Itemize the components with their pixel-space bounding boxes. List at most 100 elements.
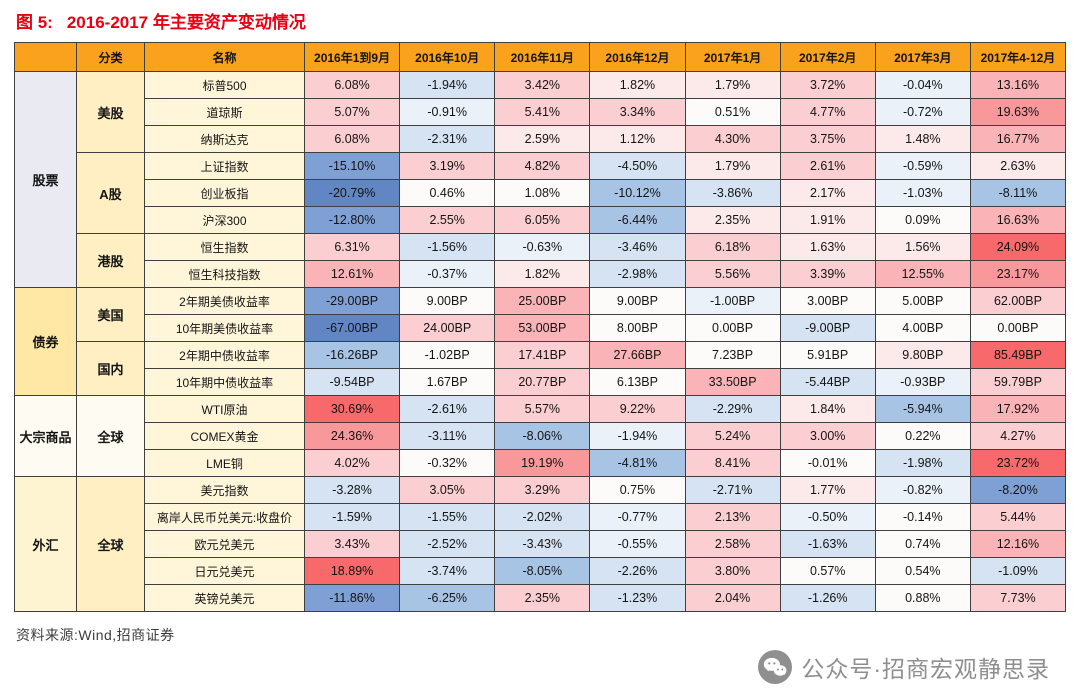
period-header: 2017年3月 — [874, 42, 971, 72]
value-cell: 4.27% — [969, 422, 1067, 450]
period-header: 2017年4-12月 — [969, 42, 1067, 72]
value-cell: -3.28% — [303, 476, 401, 504]
table-row: 10年期中债收益率 -9.54BP 1.67BP 20.77BP 6.13BP 33.50… — [15, 368, 1067, 396]
asset-name: 10年期中债收益率 — [144, 368, 305, 396]
table-row: 恒生科技指数 12.61% -0.37% 1.82% -2.98% 5.56% 3.39% 1… — [15, 260, 1067, 288]
group-label: 股票 — [14, 71, 77, 288]
value-cell: -3.43% — [494, 530, 591, 558]
value-cell: 23.17% — [969, 260, 1067, 288]
value-cell: -0.82% — [874, 476, 971, 504]
period-header: 2017年1月 — [684, 42, 781, 72]
value-cell: 7.73% — [969, 584, 1067, 612]
value-cell: 16.63% — [969, 206, 1067, 234]
value-cell: -1.55% — [399, 503, 496, 531]
asset-name: 恒生科技指数 — [144, 260, 305, 288]
value-cell: -8.11% — [969, 179, 1067, 207]
watermark-text: 公众号·招商宏观静思录 — [801, 656, 1050, 682]
value-cell: 1.56% — [874, 233, 971, 261]
value-cell: 8.00BP — [589, 314, 686, 342]
subgroup-label: A股 — [76, 152, 145, 234]
value-cell: -1.94% — [399, 71, 496, 99]
value-cell: 19.63% — [969, 98, 1067, 126]
value-cell: -2.52% — [399, 530, 496, 558]
asset-name: 美元指数 — [144, 476, 305, 504]
value-cell: 3.43% — [303, 530, 401, 558]
value-cell: 1.48% — [874, 125, 971, 153]
value-cell: -1.26% — [779, 584, 876, 612]
value-cell: 1.08% — [494, 179, 591, 207]
value-cell: -11.86% — [303, 584, 401, 612]
value-cell: -1.63% — [779, 530, 876, 558]
value-cell: 5.00BP — [874, 287, 971, 315]
value-cell: -3.74% — [399, 557, 496, 585]
value-cell: 33.50BP — [684, 368, 781, 396]
header-row: 分类 名称 2016年1到9月 2016年10月 2016年11月 2016年12月 201… — [14, 42, 1067, 72]
subgroup-label: 国内 — [76, 341, 145, 396]
value-cell: -4.81% — [589, 449, 686, 477]
table-row: 创业板指 -20.79% 0.46% 1.08% -10.12% -3.86% 2.17% -… — [15, 179, 1067, 207]
value-cell: 1.82% — [589, 71, 686, 99]
value-cell: -0.50% — [779, 503, 876, 531]
value-cell: 6.18% — [684, 233, 781, 261]
value-cell: 1.77% — [779, 476, 876, 504]
subgroup-label: 港股 — [76, 233, 145, 288]
period-header: 2016年11月 — [494, 42, 591, 72]
asset-name: 日元兑美元 — [144, 557, 305, 585]
asset-name: 恒生指数 — [144, 233, 305, 261]
figure-title-text: 2016-2017 年主要资产变动情况 — [66, 13, 306, 32]
asset-name: 离岸人民币兑美元:收盘价 — [144, 503, 305, 531]
value-cell: 2.35% — [494, 584, 591, 612]
subgroup-label: 全球 — [76, 395, 145, 477]
value-cell: 8.41% — [684, 449, 781, 477]
value-cell: -12.80% — [303, 206, 401, 234]
value-cell: 9.00BP — [399, 287, 496, 315]
value-cell: 0.51% — [684, 98, 781, 126]
table-row: 日元兑美元 18.89% -3.74% -8.05% -2.26% 3.80% 0.57% 0… — [15, 557, 1067, 585]
value-cell: -0.32% — [399, 449, 496, 477]
value-cell: 12.61% — [303, 260, 401, 288]
value-cell: -0.37% — [399, 260, 496, 288]
value-cell: 59.79BP — [969, 368, 1067, 396]
value-cell: 0.54% — [874, 557, 971, 585]
table-row: 道琼斯 5.07% -0.91% 5.41% 3.34% 0.51% 4.77% -0.72%… — [15, 98, 1067, 126]
value-cell: -67.00BP — [303, 314, 401, 342]
value-cell: 0.00BP — [969, 314, 1067, 342]
value-cell: -5.44BP — [779, 368, 876, 396]
value-cell: -8.06% — [494, 422, 591, 450]
value-cell: 2.17% — [779, 179, 876, 207]
value-cell: -2.71% — [684, 476, 781, 504]
value-cell: 5.44% — [969, 503, 1067, 531]
value-cell: 30.69% — [303, 395, 401, 423]
subgroup-label: 全球 — [76, 476, 145, 612]
asset-name: 10年期美债收益率 — [144, 314, 305, 342]
value-cell: -1.02BP — [399, 341, 496, 369]
asset-name: 沪深300 — [144, 206, 305, 234]
value-cell: -1.00BP — [684, 287, 781, 315]
value-cell: 1.12% — [589, 125, 686, 153]
asset-name: 标普500 — [144, 71, 305, 99]
value-cell: 25.00BP — [494, 287, 591, 315]
value-cell: -8.20% — [969, 476, 1067, 504]
value-cell: -9.00BP — [779, 314, 876, 342]
value-cell: -1.03% — [874, 179, 971, 207]
value-cell: -0.55% — [589, 530, 686, 558]
value-cell: -2.31% — [399, 125, 496, 153]
asset-name: 2年期中债收益率 — [144, 341, 305, 369]
table-row: 离岸人民币兑美元:收盘价 -1.59% -1.55% -2.02% -0.77% 2.13… — [15, 503, 1067, 531]
group-label: 大宗商品 — [14, 395, 77, 477]
asset-table-body: 股票 美股 标普500 6.08% -1.94% 3.42% 1.82% 1.79% 3.72%… — [14, 71, 1067, 612]
period-header: 2016年1到9月 — [303, 42, 401, 72]
watermark: 公众号·招商宏观静思录 — [758, 650, 1050, 684]
asset-name: 英镑兑美元 — [144, 584, 305, 612]
value-cell: -10.12% — [589, 179, 686, 207]
group-label: 外汇 — [14, 476, 77, 612]
value-cell: 5.57% — [494, 395, 591, 423]
asset-name: 创业板指 — [144, 179, 305, 207]
value-cell: 9.80BP — [874, 341, 971, 369]
value-cell: 19.19% — [494, 449, 591, 477]
table-row: 债券 美国 2年期美债收益率 -29.00BP 9.00BP 25.00BP 9.00BP -… — [14, 287, 1067, 396]
asset-change-table: 分类 名称 2016年1到9月 2016年10月 2016年11月 2016年12月 201… — [14, 42, 1067, 612]
value-cell: 4.00BP — [874, 314, 971, 342]
value-cell: 6.08% — [303, 125, 401, 153]
